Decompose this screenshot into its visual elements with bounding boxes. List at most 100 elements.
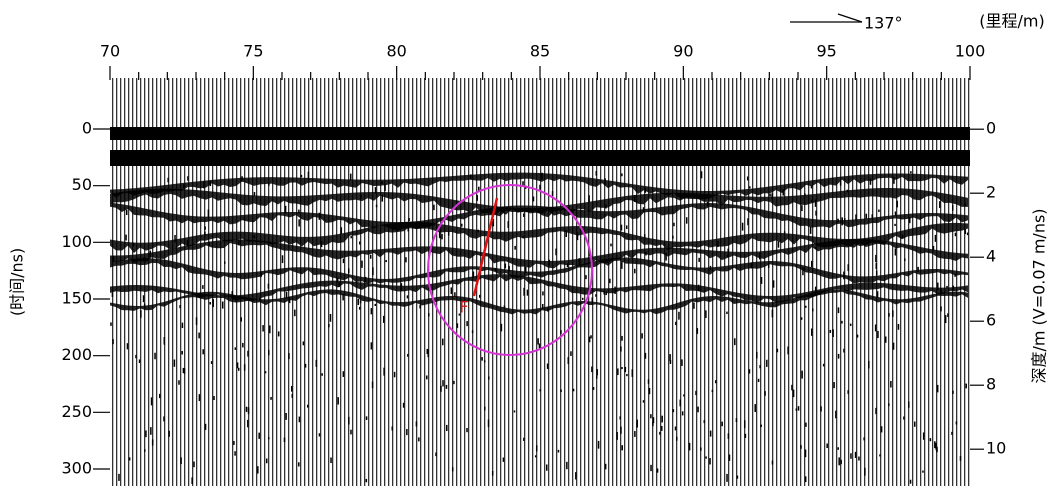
- noise-speck: [804, 193, 806, 197]
- noise-speck: [843, 348, 845, 353]
- noise-speck: [212, 299, 214, 308]
- noise-speck: [760, 276, 763, 284]
- noise-speck: [523, 287, 525, 296]
- noise-speck: [135, 354, 137, 359]
- noise-speck: [236, 362, 239, 369]
- noise-speck: [371, 381, 374, 389]
- noise-speck: [760, 424, 762, 428]
- noise-speck: [914, 421, 916, 427]
- noise-speck: [415, 421, 418, 427]
- noise-speck: [491, 470, 494, 476]
- noise-speck: [633, 195, 636, 202]
- noise-speck: [814, 286, 817, 294]
- noise-speck: [426, 348, 429, 354]
- noise-speck: [546, 363, 549, 369]
- noise-speck: [365, 478, 368, 483]
- noise-speck: [736, 475, 739, 479]
- y2-tick-label: 0: [986, 119, 996, 138]
- noise-speck: [876, 291, 879, 298]
- noise-speck: [711, 389, 714, 393]
- noise-speck: [360, 194, 362, 199]
- noise-speck: [231, 291, 233, 299]
- noise-speck: [604, 214, 606, 217]
- noise-speck: [245, 406, 248, 412]
- noise-speck: [621, 173, 623, 177]
- noise-speck: [237, 367, 240, 371]
- noise-speck: [247, 419, 249, 428]
- noise-speck: [695, 390, 697, 396]
- noise-speck: [143, 257, 145, 260]
- noise-speck: [952, 285, 955, 290]
- noise-speck: [144, 449, 146, 452]
- noise-speck: [875, 270, 878, 276]
- noise-speck: [624, 366, 627, 373]
- noise-speck: [300, 174, 303, 178]
- noise-speck: [610, 243, 612, 247]
- noise-speck: [847, 390, 849, 394]
- noise-speck: [369, 254, 372, 259]
- noise-speck: [929, 438, 932, 442]
- noise-speck: [829, 329, 832, 333]
- x-tick-label: 100: [955, 42, 986, 61]
- noise-speck: [243, 217, 246, 221]
- noise-speck: [893, 177, 895, 184]
- noise-speck: [167, 177, 169, 183]
- noise-speck: [783, 231, 786, 235]
- noise-speck: [349, 173, 352, 181]
- noise-speck: [964, 203, 966, 207]
- noise-speck: [955, 421, 958, 425]
- noise-speck: [526, 289, 529, 296]
- y-tick-label: 200: [61, 345, 92, 364]
- noise-speck: [894, 248, 897, 256]
- y-tick-label: 0: [82, 119, 92, 138]
- noise-speck: [697, 406, 699, 413]
- noise-speck: [149, 250, 152, 257]
- noise-speck: [715, 380, 717, 384]
- noise-speck: [800, 445, 802, 449]
- noise-speck: [621, 261, 623, 269]
- noise-speck: [874, 324, 877, 332]
- noise-speck: [551, 191, 554, 196]
- noise-speck: [592, 387, 595, 390]
- noise-speck: [672, 409, 675, 413]
- noise-speck: [605, 204, 607, 209]
- noise-speck: [150, 397, 153, 406]
- noise-speck: [591, 297, 594, 305]
- noise-speck: [364, 276, 367, 282]
- noise-speck: [198, 394, 201, 402]
- noise-speck: [318, 433, 321, 437]
- noise-speck: [472, 271, 475, 279]
- noise-speck: [922, 432, 925, 440]
- noise-speck: [698, 257, 700, 262]
- noise-speck: [595, 375, 598, 379]
- noise-speck: [405, 257, 407, 263]
- noise-speck: [381, 181, 383, 185]
- noise-speck: [374, 303, 377, 306]
- noise-speck: [181, 322, 184, 329]
- noise-speck: [243, 364, 246, 371]
- noise-speck: [875, 254, 877, 263]
- noise-speck: [357, 299, 360, 305]
- noise-speck: [241, 176, 243, 182]
- noise-speck: [253, 235, 256, 239]
- noise-speck: [810, 260, 813, 268]
- noise-speck: [285, 291, 288, 299]
- noise-speck: [854, 451, 857, 458]
- y-tick-label: 100: [61, 232, 92, 251]
- noise-speck: [588, 336, 591, 343]
- noise-speck: [880, 426, 883, 433]
- noise-speck: [179, 305, 181, 309]
- noise-speck: [946, 285, 948, 289]
- noise-speck: [191, 477, 193, 485]
- noise-speck: [582, 297, 584, 300]
- noise-speck: [837, 353, 840, 359]
- noise-speck: [700, 447, 702, 451]
- noise-speck: [381, 195, 384, 202]
- noise-speck: [839, 180, 842, 186]
- noise-speck: [758, 252, 761, 260]
- noise-speck: [469, 174, 472, 179]
- noise-speck: [844, 218, 846, 222]
- y2-tick-label: 6: [986, 311, 996, 330]
- noise-speck: [203, 181, 205, 189]
- noise-speck: [878, 209, 880, 212]
